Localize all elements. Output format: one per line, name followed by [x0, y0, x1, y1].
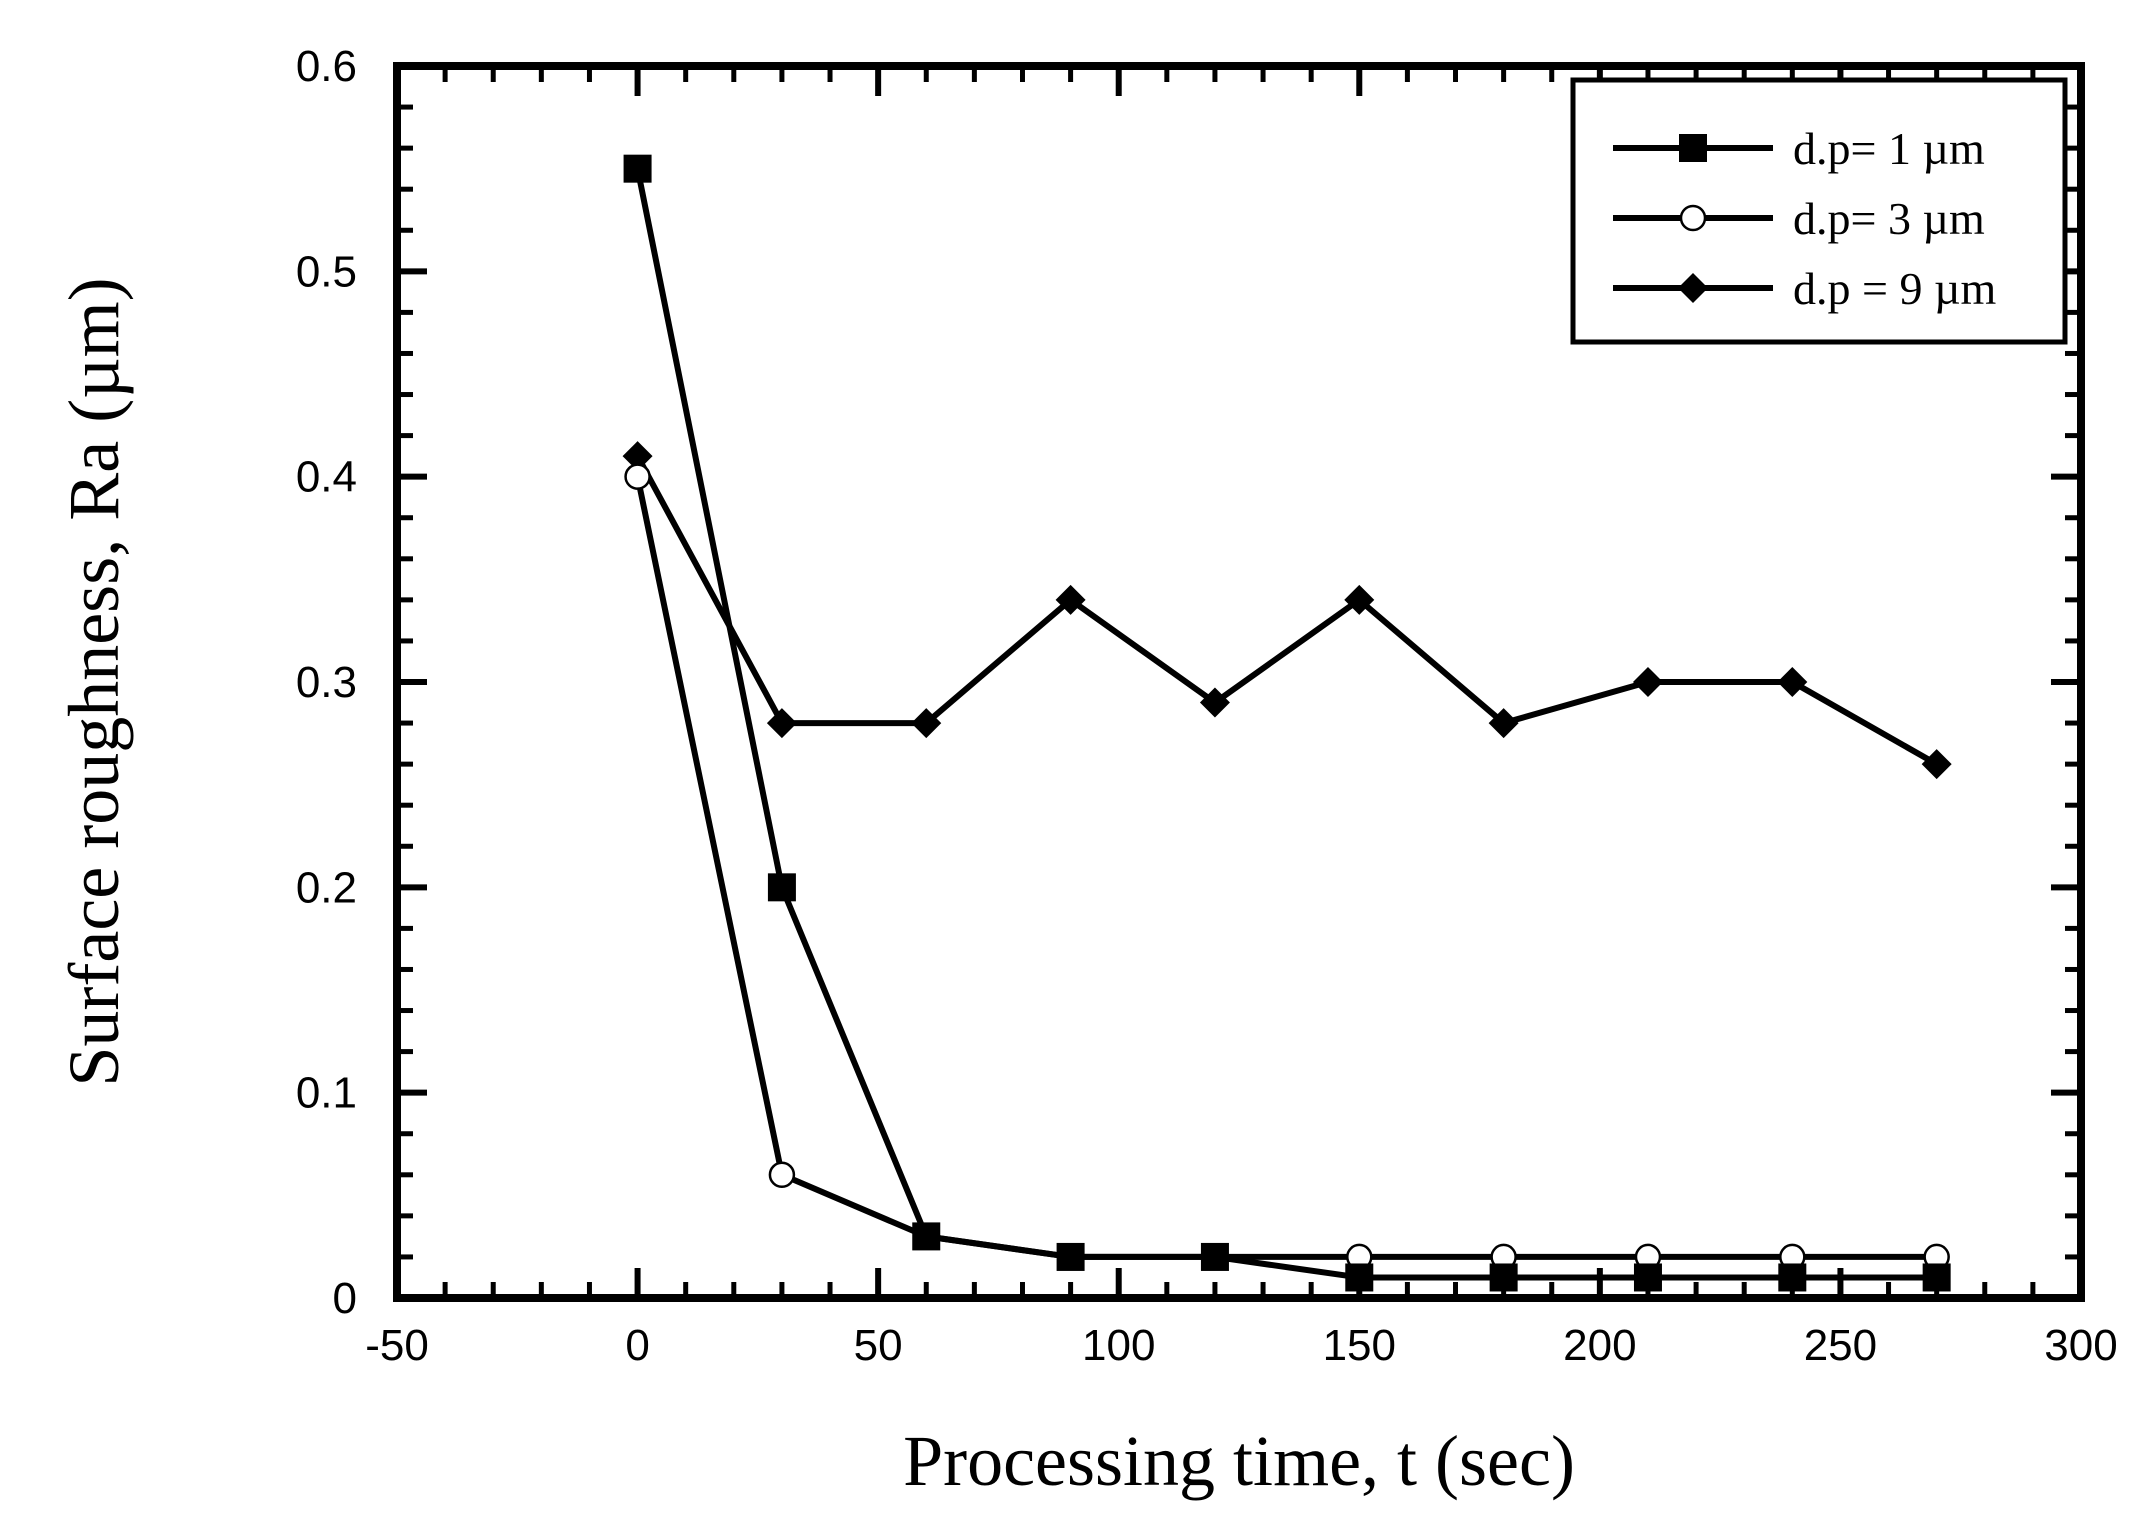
y-tick-label: 0.2: [296, 863, 357, 912]
series-2-point: [768, 1161, 796, 1189]
y-tick-label: 0: [333, 1274, 357, 1323]
series-layer: [622, 154, 1952, 1292]
legend-label-1: d.p= 1 µm: [1793, 123, 1985, 174]
x-tick-label: 300: [2044, 1321, 2117, 1370]
series-3-point: [1199, 687, 1230, 718]
y-tick-label: 0.6: [296, 42, 357, 91]
legend-marker-1: [1679, 134, 1707, 162]
series-line-3: [634, 454, 1939, 767]
series-1-point: [1056, 1242, 1085, 1271]
series-3-point: [1921, 749, 1952, 780]
x-axis-title: Processing time, t (sec): [903, 1421, 1575, 1501]
y-tick-label: 0.3: [296, 658, 357, 707]
x-tick-label: 200: [1563, 1321, 1636, 1370]
series-1-point: [767, 873, 796, 902]
x-tick-label: 250: [1804, 1321, 1877, 1370]
series-line-2: [634, 476, 1937, 1260]
series-1-point: [912, 1222, 941, 1251]
y-tick-label: 0.5: [296, 247, 357, 296]
series-3-point: [1777, 667, 1808, 697]
x-tick-label: -50: [365, 1321, 429, 1370]
series-3-point: [911, 708, 942, 739]
legend-box: [1570, 77, 2068, 345]
series-1-point: [1778, 1263, 1807, 1292]
series-2-point: [624, 463, 651, 490]
series-3-point: [622, 441, 653, 472]
legend-label-2: d.p= 3 µm: [1793, 193, 1985, 244]
y-axis-title: Surface roughness, Ra (µm): [54, 277, 134, 1086]
legend-label-3: d.p = 9 µm: [1793, 263, 1996, 314]
x-tick-label: 0: [625, 1321, 649, 1370]
series-line-1: [634, 168, 1937, 1281]
legend: d.p= 1 µm d.p= 3 µm d.p = 9 µm: [1570, 77, 2068, 345]
x-tick-label: 50: [854, 1321, 903, 1370]
series-1-point: [1489, 1263, 1518, 1292]
series-3-point: [1488, 708, 1519, 739]
x-tick-label: 100: [1082, 1321, 1155, 1370]
series-1-point: [1922, 1263, 1951, 1292]
series-1-point: [1200, 1242, 1229, 1271]
legend-marker-2: [1679, 204, 1707, 232]
legend-marker-3: [1678, 273, 1708, 303]
y-tick-label: 0.1: [296, 1069, 357, 1118]
x-tick-label: 150: [1323, 1321, 1396, 1370]
plot-frame: [393, 62, 2085, 1302]
series-1-point: [623, 154, 652, 183]
series-3-point: [1344, 584, 1375, 615]
series-1-point: [1633, 1263, 1662, 1292]
y-tick-label: 0.4: [296, 453, 357, 502]
series-3-point: [1055, 584, 1086, 615]
series-3-point: [766, 708, 797, 739]
series-1-point: [1345, 1263, 1374, 1292]
series-3-point: [1632, 667, 1663, 697]
